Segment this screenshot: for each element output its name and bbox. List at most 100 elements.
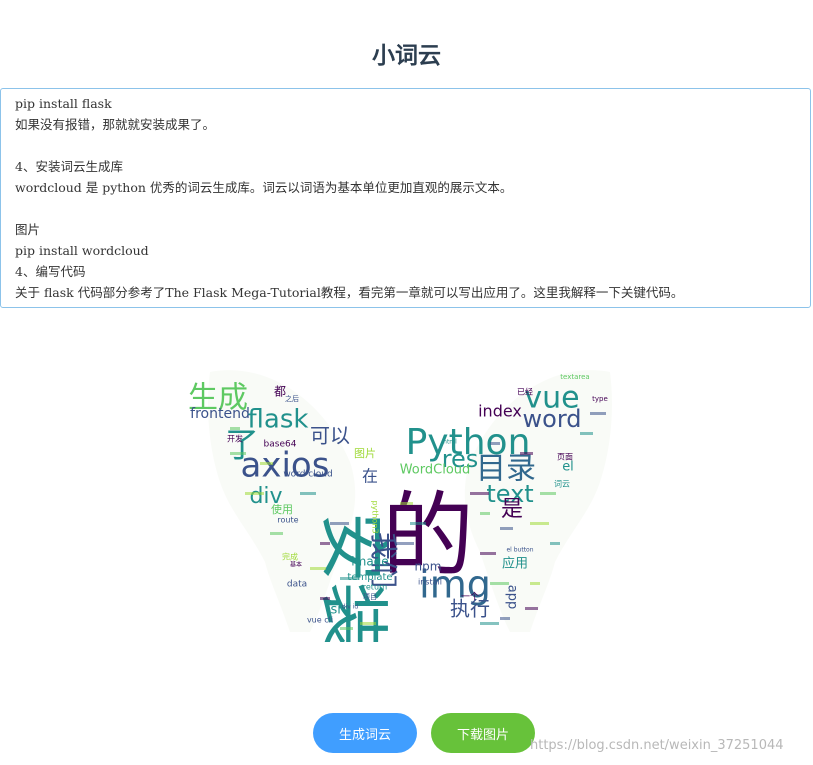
cloud-word: div — [249, 484, 282, 509]
cloud-word: 执行 — [450, 597, 490, 621]
cloud-filler-word — [330, 522, 349, 525]
cloud-word: route — [277, 516, 298, 525]
cloud-word: flask — [248, 405, 309, 435]
cloud-filler-word — [320, 597, 330, 600]
cloud-word: 页面 — [557, 453, 573, 462]
cloud-word: html — [443, 439, 457, 446]
editor-line — [15, 135, 796, 156]
cloud-filler-word — [500, 527, 513, 530]
cloud-word: type — [592, 395, 608, 403]
cloud-word: WordCloud — [400, 463, 471, 478]
cloud-filler-word — [500, 617, 510, 620]
cloud-filler-word — [580, 432, 593, 435]
cloud-filler-word — [550, 542, 560, 545]
cloud-word: template — [347, 572, 392, 583]
cloud-word: 在 — [362, 467, 378, 486]
cloud-word: image — [351, 555, 388, 569]
cloud-word: 词云 — [554, 480, 570, 489]
cloud-filler-word — [540, 492, 556, 495]
cloud-word: index — [478, 402, 522, 421]
cloud-filler-word — [270, 532, 283, 535]
cloud-word: src — [331, 603, 350, 618]
cloud-filler-word — [230, 427, 240, 430]
cloud-word: npm — [415, 560, 442, 574]
cloud-word: app — [505, 585, 520, 609]
cloud-word: div id — [342, 604, 359, 611]
cloud-word: 使用 — [271, 503, 293, 516]
cloud-filler-word — [490, 442, 500, 445]
cloud-word: 项目 — [363, 593, 377, 601]
cloud-word: vue cli — [307, 616, 333, 625]
cloud-filler-word — [480, 552, 496, 555]
cloud-word: 之后 — [285, 394, 299, 403]
cloud-word: 了 — [225, 426, 259, 466]
cloud-word: 一个 — [461, 592, 479, 603]
cloud-word: img — [419, 563, 491, 607]
text-input-area[interactable]: pip install flask 如果没有报错，那就就安装成果了。 4、安装词云… — [0, 88, 811, 308]
cloud-word: data — [287, 580, 307, 590]
cloud-word: 是 — [501, 497, 523, 522]
cloud-filler-word — [230, 452, 246, 455]
cloud-word: 的 — [382, 482, 474, 589]
editor-line: pip install flask — [15, 96, 112, 111]
cloud-filler-word — [490, 582, 509, 585]
cloud-word: 图片 — [354, 447, 376, 460]
cloud-filler-word — [520, 452, 533, 455]
cloud-filler-word — [300, 492, 316, 495]
cloud-word: textarea — [560, 373, 589, 381]
cloud-word: axios — [241, 446, 330, 486]
editor-line: 4、编写代码 — [15, 264, 86, 279]
cloud-word: word — [523, 405, 582, 433]
cloud-word: base64 — [264, 440, 297, 450]
cloud-filler-word — [340, 577, 359, 580]
cloud-word: 基本 — [290, 561, 302, 569]
download-image-button[interactable]: 下载图片 — [431, 713, 535, 753]
butterfly-shape — [208, 370, 612, 632]
cloud-filler-word — [310, 567, 326, 570]
cloud-filler-word — [480, 622, 499, 625]
cloud-word: 我们 — [367, 532, 400, 588]
cloud-word: text — [486, 480, 533, 508]
cloud-word: 都 — [274, 385, 286, 399]
cloud-filler-word — [530, 522, 549, 525]
cloud-word: 可以 — [310, 424, 350, 448]
editor-line: 关于 flask 代码部分参考了The Flask Mega-Tutorial教… — [15, 285, 684, 300]
cloud-word: Python — [406, 422, 531, 463]
cloud-word: return — [363, 583, 387, 592]
cloud-filler-word — [530, 582, 540, 585]
cloud-word: python3 — [371, 500, 380, 533]
cloud-word: res — [442, 445, 479, 473]
cloud-word: vue — [524, 381, 579, 416]
cloud-filler-word — [340, 627, 353, 630]
editor-line: pip install wordcloud — [15, 243, 149, 258]
page-title: 小词云 — [372, 43, 441, 69]
cloud-word: frontend — [190, 406, 250, 422]
cloud-filler-word — [470, 492, 489, 495]
cloud-word: 完成 — [282, 552, 298, 562]
cloud-word: 生成 — [188, 381, 248, 416]
cloud-filler-word — [360, 622, 376, 625]
watermark: https://blog.csdn.net/weixin_37251044 — [530, 738, 784, 753]
editor-line: 如果没有报错，那就就安装成果了。 — [15, 117, 216, 132]
editor-line — [15, 198, 796, 219]
cloud-filler-word — [590, 412, 606, 415]
cloud-word: install — [418, 578, 442, 587]
cloud-filler-word — [400, 502, 413, 505]
generate-wordcloud-button[interactable]: 生成词云 — [313, 713, 417, 753]
cloud-word: 已经 — [517, 387, 533, 397]
cloud-word: 开发 — [227, 434, 243, 444]
cloud-filler-word — [245, 492, 264, 495]
cloud-filler-word — [410, 522, 426, 525]
cloud-filler-word — [320, 542, 330, 545]
cloud-word: 应用 — [502, 556, 528, 572]
cloud-filler-word — [525, 607, 538, 610]
editor-line: 4、安装词云生成库 — [15, 159, 123, 174]
editor-line: wordcloud 是 python 优秀的词云生成库。词云以词语为基本单位更加… — [15, 180, 513, 195]
cloud-filler-word — [395, 542, 414, 545]
cloud-filler-word — [480, 512, 490, 515]
cloud-word: word cloud — [283, 470, 332, 480]
cloud-word: el — [562, 460, 574, 475]
cloud-filler-word — [260, 462, 273, 465]
editor-line: 图片 — [15, 222, 41, 237]
